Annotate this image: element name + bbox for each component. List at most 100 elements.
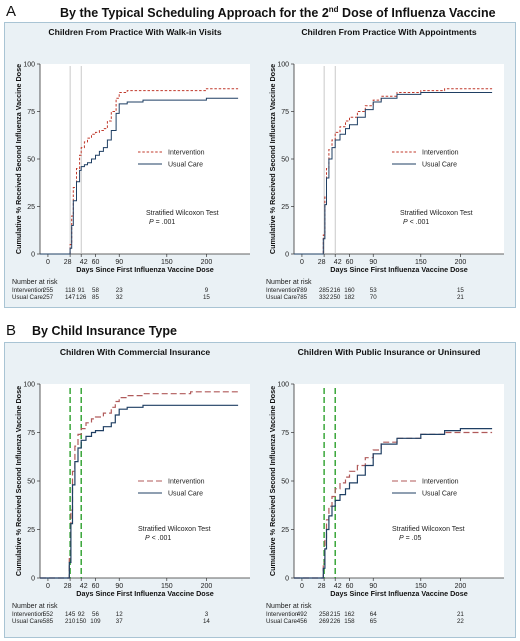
- risk-value: 21: [457, 611, 464, 618]
- x-tick-label: 0: [300, 259, 304, 266]
- y-axis-label: Cumulative % Received Second Influenza V…: [14, 64, 23, 254]
- risk-value: 56: [92, 611, 99, 618]
- risk-value: 147: [65, 294, 76, 301]
- x-tick-label: 200: [455, 259, 467, 266]
- risk-value: 85: [92, 294, 99, 301]
- risk-value: 785: [297, 294, 308, 301]
- y-tick-label: 25: [27, 527, 35, 534]
- risk-value: 215: [330, 611, 341, 618]
- risk-row-label: Intervention: [266, 611, 299, 618]
- section-b-letter: B: [6, 322, 17, 339]
- panel-title: Children With Public Insurance or Uninsu…: [298, 347, 481, 357]
- legend-intervention-label: Intervention: [422, 479, 459, 486]
- y-tick-label: 100: [23, 382, 35, 389]
- risk-value: 37: [116, 618, 123, 625]
- section-b-title: By Child Insurance Type: [32, 324, 177, 338]
- plot-area: [40, 64, 250, 254]
- risk-value: 585: [43, 618, 54, 625]
- y-tick-label: 75: [281, 109, 289, 116]
- y-tick-label: 0: [285, 576, 289, 583]
- y-tick-label: 25: [27, 204, 35, 211]
- risk-value: 250: [330, 294, 341, 301]
- risk-value: 216: [330, 287, 341, 294]
- risk-value: 12: [116, 611, 123, 618]
- y-tick-label: 0: [31, 576, 35, 583]
- x-tick-label: 42: [334, 583, 342, 590]
- risk-value: 22: [457, 618, 464, 625]
- x-axis-label: Days Since First Influenza Vaccine Dose: [76, 265, 213, 274]
- risk-value: 15: [457, 287, 464, 294]
- risk-value: 91: [78, 287, 85, 294]
- test-label: Stratified Wilcoxon Test: [138, 526, 211, 533]
- y-axis-label: Cumulative % Received Second Influenza V…: [268, 64, 277, 254]
- series-intervention-line: [294, 88, 493, 255]
- risk-header: Number at risk: [12, 603, 58, 610]
- x-tick-label: 42: [334, 259, 342, 266]
- risk-value: 789: [297, 287, 308, 294]
- y-tick-label: 75: [27, 430, 35, 437]
- risk-value: 118: [65, 287, 75, 294]
- risk-value: 92: [78, 611, 85, 618]
- risk-row-label: Intervention: [266, 287, 299, 294]
- risk-value: 23: [116, 287, 123, 294]
- x-tick-label: 90: [115, 259, 123, 266]
- risk-header: Number at risk: [266, 603, 312, 610]
- risk-value: 53: [370, 287, 377, 294]
- risk-value: 332: [319, 294, 330, 301]
- x-tick-label: 42: [80, 259, 88, 266]
- test-label: Stratified Wilcoxon Test: [392, 526, 465, 533]
- x-tick-label: 150: [415, 259, 427, 266]
- risk-value: 492: [297, 611, 308, 618]
- section-a-title: By the Typical Scheduling Approach for t…: [60, 5, 496, 21]
- x-axis-label: Days Since First Influenza Vaccine Dose: [330, 265, 467, 274]
- y-axis-label: Cumulative % Received Second Influenza V…: [268, 386, 277, 576]
- y-tick-label: 75: [27, 109, 35, 116]
- test-label: Stratified Wilcoxon Test: [146, 210, 219, 217]
- risk-value: 21: [457, 294, 464, 301]
- series-intervention-line: [40, 88, 239, 255]
- legend-usual-care-label: Usual Care: [168, 491, 203, 498]
- x-axis-label: Days Since First Influenza Vaccine Dose: [330, 589, 467, 598]
- risk-value: 64: [370, 611, 377, 618]
- risk-row-label: Usual Care: [266, 618, 298, 625]
- section-a-letter: A: [6, 3, 17, 20]
- risk-value: 70: [370, 294, 377, 301]
- p-value: P = .001: [149, 219, 175, 226]
- x-tick-label: 150: [161, 583, 173, 590]
- risk-value: 257: [43, 294, 54, 301]
- risk-value: 58: [92, 287, 99, 294]
- x-tick-label: 0: [46, 259, 50, 266]
- risk-value: 210: [65, 618, 76, 625]
- legend-usual-care-label: Usual Care: [168, 162, 203, 169]
- plot-area: [294, 384, 504, 578]
- chart-public-insurance: Children With Public Insurance or Uninsu…: [266, 347, 504, 625]
- risk-row-label: Intervention: [12, 611, 45, 618]
- risk-value: 285: [319, 287, 330, 294]
- panel-title: Children From Practice With Walk-in Visi…: [48, 27, 221, 37]
- p-value: P < .001: [403, 219, 429, 226]
- chart-walk-in-visits: Children From Practice With Walk-in Visi…: [12, 27, 250, 301]
- series-usual-care-line: [40, 404, 239, 579]
- x-tick-label: 0: [300, 583, 304, 590]
- risk-value: 160: [344, 287, 355, 294]
- x-tick-label: 28: [64, 259, 72, 266]
- series-usual-care-line: [294, 92, 493, 255]
- risk-value: 15: [203, 294, 210, 301]
- chart-appointments: Children From Practice With Appointments…: [266, 27, 504, 301]
- risk-value: 65: [370, 618, 377, 625]
- x-tick-label: 60: [92, 259, 100, 266]
- risk-value: 32: [116, 294, 123, 301]
- y-tick-label: 100: [23, 62, 35, 69]
- x-tick-label: 150: [161, 259, 173, 266]
- series-usual-care-line: [40, 97, 239, 255]
- x-axis-label: Days Since First Influenza Vaccine Dose: [76, 589, 213, 598]
- p-value: P = .05: [399, 535, 421, 542]
- risk-value: 158: [344, 618, 355, 625]
- risk-value: 145: [65, 611, 76, 618]
- p-value: P < .001: [145, 535, 171, 542]
- x-tick-label: 150: [415, 583, 427, 590]
- x-tick-label: 60: [346, 583, 354, 590]
- legend-intervention-label: Intervention: [168, 479, 205, 486]
- x-tick-label: 28: [64, 583, 72, 590]
- x-tick-label: 90: [369, 259, 377, 266]
